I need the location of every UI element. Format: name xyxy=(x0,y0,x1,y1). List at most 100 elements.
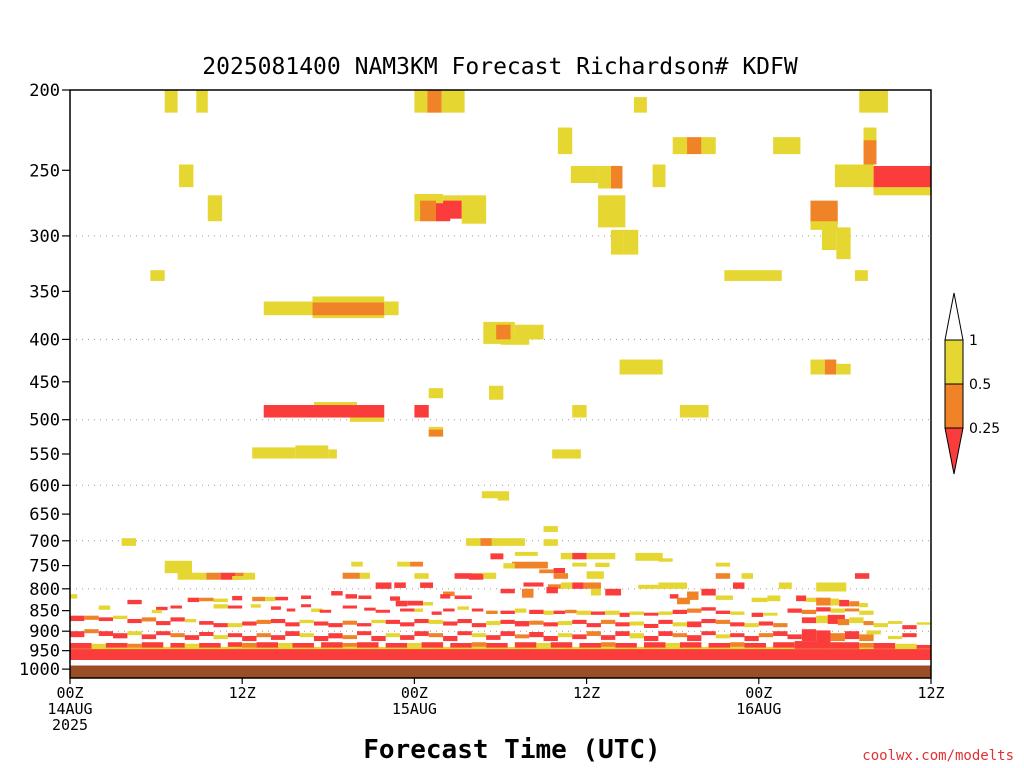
x-tick-label: 00Z xyxy=(401,684,428,702)
heatmap-cell xyxy=(849,617,864,624)
heatmap-cell xyxy=(454,573,472,579)
heatmap-cell xyxy=(491,538,525,546)
heatmap-cell xyxy=(252,596,266,602)
heatmap-cell xyxy=(715,573,731,579)
heatmap-cell xyxy=(375,609,391,613)
heatmap-cell xyxy=(285,622,300,627)
heatmap-cell xyxy=(213,623,228,628)
heatmap-cell xyxy=(529,620,544,625)
heatmap-cell xyxy=(586,623,601,628)
y-tick-label: 300 xyxy=(29,227,60,247)
heatmap-cell xyxy=(806,597,822,603)
heatmap-cell xyxy=(497,497,510,501)
heatmap-cell xyxy=(836,227,851,260)
heatmap-cell xyxy=(730,633,745,638)
heatmap-cell xyxy=(299,619,314,624)
heatmap-cell xyxy=(385,619,401,624)
heatmap-cell xyxy=(557,127,573,155)
heatmap-cell xyxy=(410,561,424,567)
heatmap-cell xyxy=(672,622,688,627)
heatmap-cell xyxy=(414,608,424,612)
heatmap-cell xyxy=(321,642,343,648)
heatmap-cell xyxy=(84,615,99,620)
heatmap-cell xyxy=(265,596,276,602)
y-axis: 200 250 300 350 400 450 500 550 600 650 700 750 8008… xyxy=(19,81,70,680)
heatmap-cell xyxy=(256,633,271,638)
x-tick-label: 00Z xyxy=(56,684,83,702)
heatmap-cell xyxy=(150,270,165,281)
heatmap-cell xyxy=(141,617,157,622)
heatmap-cell xyxy=(669,594,679,599)
heatmap-cell xyxy=(887,635,903,640)
heatmap-cell xyxy=(586,571,604,579)
legend-swatch xyxy=(944,339,964,385)
heatmap-cell xyxy=(600,635,616,640)
heatmap-cell xyxy=(552,449,581,459)
heatmap-cell xyxy=(98,605,111,610)
heatmap-cell xyxy=(724,270,782,281)
heatmap-cell xyxy=(127,619,142,624)
heatmap-cell xyxy=(127,599,142,605)
heatmap-cell xyxy=(395,600,408,607)
heatmap-cell xyxy=(572,634,587,640)
heatmap-cell xyxy=(543,610,554,615)
heatmap-cell xyxy=(141,634,157,640)
heatmap-cell xyxy=(741,573,754,579)
heatmap-cell xyxy=(384,301,399,316)
heatmap-cell xyxy=(598,195,626,228)
y-tick-label: 600 xyxy=(29,476,60,496)
heatmap-cell xyxy=(342,572,360,579)
heatmap-cell xyxy=(500,631,515,636)
heatmap-cell xyxy=(70,615,85,622)
heatmap-cell xyxy=(744,623,759,628)
heatmap-cell xyxy=(633,97,647,113)
heatmap-cell xyxy=(113,633,128,639)
heatmap-cell xyxy=(400,635,415,640)
heatmap-cell xyxy=(170,643,185,648)
heatmap-cell xyxy=(345,594,357,599)
heatmap-cell xyxy=(342,635,357,640)
heatmap-cell xyxy=(529,632,544,638)
heatmap-cell xyxy=(486,643,508,648)
heatmap-cell xyxy=(489,385,504,400)
heatmap-cell xyxy=(371,635,386,642)
heatmap-cell xyxy=(687,635,702,642)
heatmap-cell xyxy=(672,609,688,615)
heatmap-cell xyxy=(672,633,688,638)
y-tick-label: 750 xyxy=(29,557,60,577)
heatmap-cell xyxy=(916,622,931,625)
heatmap-cell xyxy=(801,609,817,615)
heatmap-cell xyxy=(141,642,164,648)
heatmap-cell xyxy=(902,633,917,638)
heatmap-cell xyxy=(547,584,561,589)
heatmap-cell xyxy=(500,588,515,594)
heatmap-cell xyxy=(275,596,289,601)
heatmap-cell xyxy=(758,633,774,638)
heatmap-cell xyxy=(830,633,845,642)
heatmap-cell xyxy=(866,630,881,635)
heatmap-cell xyxy=(263,301,313,316)
legend: 1 0.5 0.25 xyxy=(944,292,1000,475)
heatmap-cell xyxy=(461,195,487,224)
heatmap-cell xyxy=(400,622,415,627)
heatmap-cell xyxy=(270,606,281,610)
heatmap-cell xyxy=(687,621,702,628)
heatmap-cell xyxy=(156,631,171,636)
heatmap-cell xyxy=(196,90,208,113)
heatmap-cell xyxy=(810,221,838,230)
heatmap-cell xyxy=(572,562,587,567)
heatmap-cell xyxy=(500,619,515,624)
heatmap-cell xyxy=(615,622,630,627)
heatmap-cell xyxy=(311,608,323,612)
heatmap-cell xyxy=(763,612,778,616)
heatmap-cell xyxy=(471,608,484,612)
heatmap-cell xyxy=(397,561,411,567)
heatmap-cell xyxy=(184,619,197,623)
heatmap-cell xyxy=(371,619,386,624)
heatmap-cell xyxy=(715,619,731,624)
heatmap-cell xyxy=(390,596,401,601)
heatmap-cell xyxy=(514,608,527,613)
heatmap-cell xyxy=(658,582,688,589)
heatmap-cell xyxy=(679,642,702,648)
heatmap-cell xyxy=(837,619,850,626)
